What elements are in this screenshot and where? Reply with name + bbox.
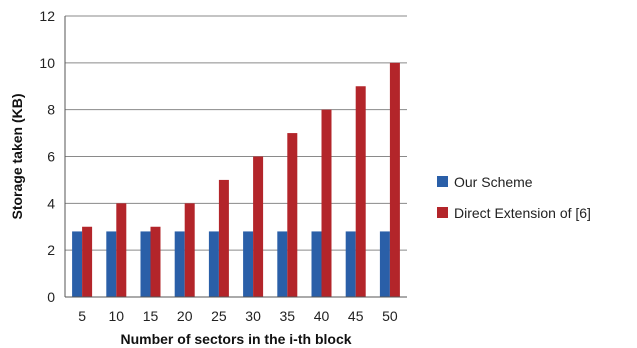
- bar-our-scheme-50: [379, 231, 390, 297]
- x-tick-label: 35: [280, 308, 296, 324]
- bar-our-scheme-30: [243, 231, 254, 297]
- y-tick-label: 4: [47, 195, 55, 211]
- bar-our-scheme-10: [106, 231, 117, 297]
- legend-label: Direct Extension of [6]: [454, 205, 591, 221]
- bar-our-scheme-20: [174, 231, 185, 297]
- bar-direct-extension-30: [253, 156, 264, 297]
- x-tick-label: 50: [382, 308, 398, 324]
- y-tick-label: 6: [47, 149, 55, 165]
- bar-direct-extension-15: [150, 226, 161, 297]
- bar-direct-extension-35: [287, 133, 298, 297]
- x-tick-label: 45: [348, 308, 364, 324]
- bar-our-scheme-5: [72, 231, 83, 297]
- x-tick-label: 5: [78, 308, 86, 324]
- bar-direct-extension-40: [321, 109, 332, 298]
- bar-our-scheme-40: [311, 231, 322, 297]
- x-tick-labels: 5 10 15 20 25 30 35 40 45 50: [78, 308, 398, 324]
- bar-direct-extension-10: [116, 203, 127, 297]
- y-tick-label: 12: [39, 8, 55, 24]
- x-tick-label: 30: [245, 308, 261, 324]
- legend-swatch: [437, 176, 448, 187]
- y-tick-labels: 0 2 4 6 8 10 12: [39, 8, 55, 305]
- y-tick-label: 0: [47, 289, 55, 305]
- legend-label: Our Scheme: [454, 174, 533, 190]
- bar-direct-extension-20: [184, 203, 195, 297]
- bar-direct-extension-25: [218, 179, 229, 297]
- x-tick-label: 10: [109, 308, 125, 324]
- x-tick-label: 20: [177, 308, 193, 324]
- bar-our-scheme-25: [208, 231, 219, 297]
- bar-direct-extension-5: [82, 226, 93, 297]
- bar-our-scheme-45: [345, 231, 356, 297]
- bar-direct-extension-50: [389, 62, 400, 298]
- y-axis-title: Storage taken (KB): [9, 93, 25, 219]
- legend: Our Scheme Direct Extension of [6]: [437, 174, 591, 221]
- y-tick-label: 10: [39, 55, 55, 71]
- legend-swatch: [437, 207, 448, 218]
- x-tick-label: 40: [314, 308, 330, 324]
- bar-our-scheme-15: [140, 231, 151, 297]
- bar-direct-extension-45: [355, 86, 366, 297]
- bar-our-scheme-35: [277, 231, 288, 297]
- x-axis-title: Number of sectors in the i-th block: [120, 331, 351, 347]
- x-tick-label: 15: [143, 308, 159, 324]
- y-tick-label: 2: [47, 242, 55, 258]
- x-tick-label: 25: [211, 308, 227, 324]
- bars: [72, 62, 400, 298]
- y-tick-label: 8: [47, 102, 55, 118]
